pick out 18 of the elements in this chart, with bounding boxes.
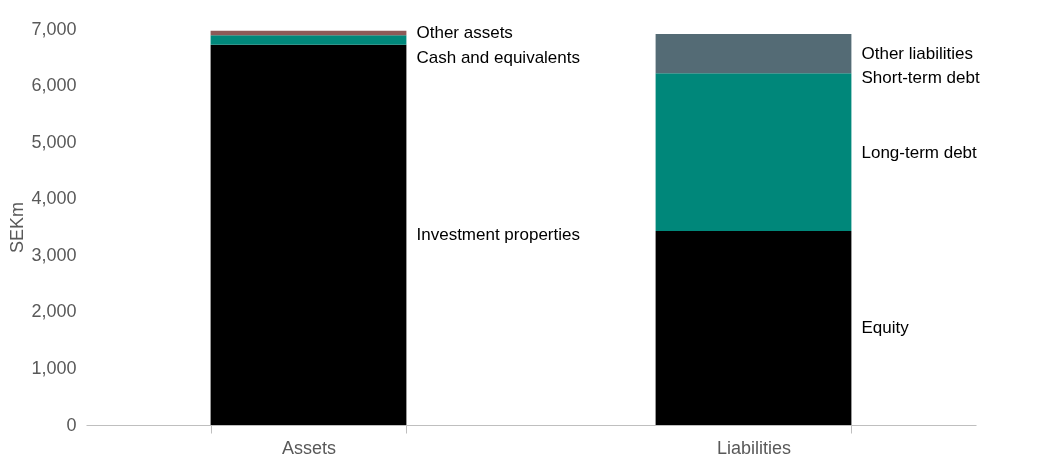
series-label: Investment properties (416, 224, 580, 244)
y-tick-label: 6,000 (31, 75, 77, 96)
y-tick-label: 7,000 (31, 18, 77, 39)
y-tick-label: 0 (66, 414, 77, 435)
y-tick-label: 2,000 (31, 301, 77, 322)
y-tick-label: 1,000 (31, 357, 77, 378)
y-tick-label: 4,000 (31, 188, 77, 209)
series-label: Equity (861, 317, 910, 337)
series-label: Other assets (416, 22, 513, 42)
x-tick-label: Liabilities (716, 437, 792, 457)
y-axis-title: SEKm (7, 201, 28, 254)
y-tick-label: 5,000 (31, 131, 77, 152)
series-label: Long-term debt (861, 143, 978, 163)
series-label: Short-term debt (861, 68, 980, 88)
x-tick-label: Assets (281, 437, 337, 457)
series-label: Cash and equivalents (416, 47, 581, 67)
series-label: Other liabilities (861, 43, 973, 63)
y-tick-label: 3,000 (31, 244, 77, 265)
